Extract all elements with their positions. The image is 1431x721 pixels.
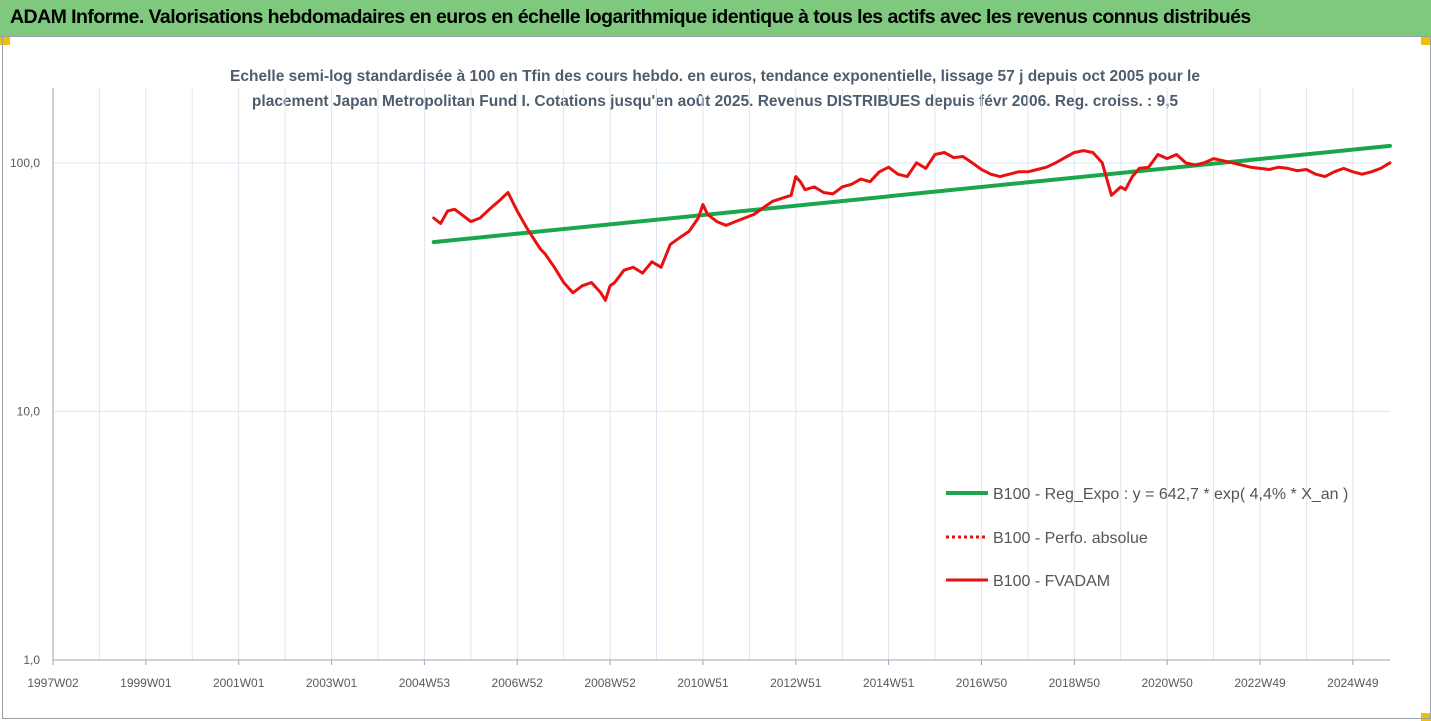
x-tick-label: 2022W49: [1234, 676, 1286, 690]
x-tick-label: 2020W50: [1141, 676, 1193, 690]
legend-label: B100 - FVADAM: [993, 573, 1110, 590]
x-tick-label: 2016W50: [956, 676, 1008, 690]
header-title: ADAM Informe. Valorisations hebdomadaire…: [10, 6, 1251, 28]
y-tick-label: 10,0: [17, 404, 41, 418]
gridlines: [52, 88, 1390, 660]
x-tick-label: 2008W52: [584, 676, 636, 690]
corner-marker-bottom-right: [1421, 713, 1431, 721]
x-tick-label: 2018W50: [1049, 676, 1101, 690]
y-axis-ticks: 1,0 10,0 100,0: [10, 156, 40, 667]
x-tick-label: 2024W49: [1327, 676, 1379, 690]
x-tick-label: 2004W53: [399, 676, 451, 690]
x-tick-label: 2010W51: [677, 676, 729, 690]
y-tick-label: 100,0: [10, 156, 40, 170]
x-tick-label: 2012W51: [770, 676, 822, 690]
series-lines: [431, 143, 1392, 302]
legend-label: B100 - Reg_Expo : y = 642,7 * exp( 4,4% …: [993, 486, 1348, 503]
x-tick-label: 1997W02: [27, 676, 79, 690]
series-line-regression: [431, 143, 1392, 245]
x-tick-label: 2014W51: [863, 676, 915, 690]
axes: [52, 88, 1390, 661]
x-tick-label: 2001W01: [213, 676, 265, 690]
x-axis-ticks: 1997W02 1999W01 2001W01 2003W01 2004W53 2006W…: [27, 660, 1379, 690]
x-tick-label: 2003W01: [306, 676, 358, 690]
chart-subtitle-line-1: Echelle semi-log standardisée à 100 en T…: [230, 68, 1200, 85]
series-line-fvadam: [432, 149, 1392, 302]
y-tick-label: 1,0: [23, 653, 40, 667]
chart-subtitle-line-2: placement Japan Metropolitan Fund I. Cot…: [252, 93, 1179, 110]
legend-label: B100 - Perfo. absolue: [993, 530, 1148, 547]
corner-marker-right: [1421, 37, 1431, 45]
header-bar: ADAM Informe. Valorisations hebdomadaire…: [0, 0, 1431, 37]
legend: B100 - Reg_Expo : y = 642,7 * exp( 4,4% …: [946, 486, 1348, 590]
x-tick-label: 2006W52: [492, 676, 544, 690]
x-tick-label: 1999W01: [120, 676, 172, 690]
corner-marker-left: [0, 37, 10, 45]
